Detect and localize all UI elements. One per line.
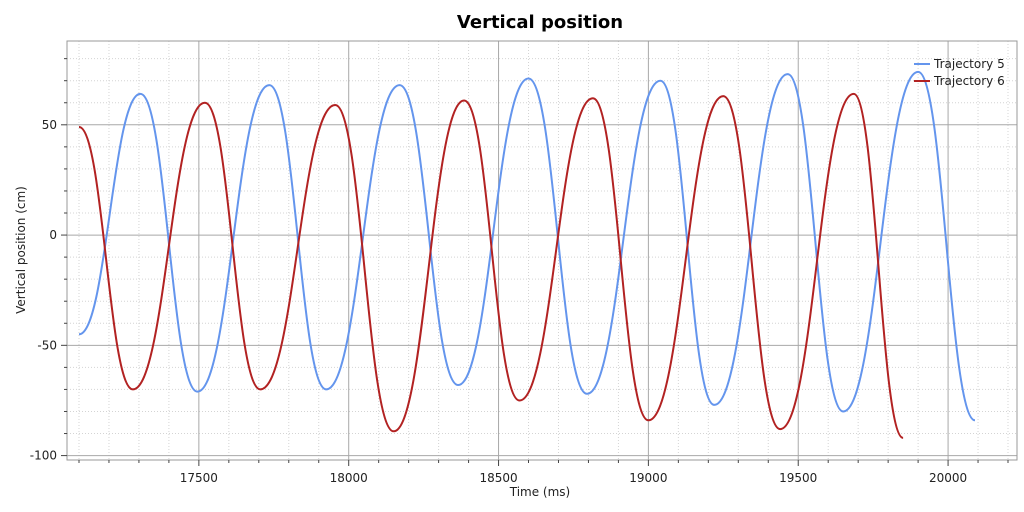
- major-grid: [67, 41, 1017, 460]
- x-tick-label: 17500: [180, 471, 218, 485]
- trajectory-5-line: [78, 70, 976, 422]
- x-tick-label: 19000: [629, 471, 667, 485]
- y-tick-label: 50: [42, 118, 57, 132]
- y-axis: -100 -50 0 50: [30, 58, 67, 463]
- series-layer: [78, 70, 976, 439]
- y-tick-label: -50: [37, 338, 57, 352]
- x-tick-label: 19500: [779, 471, 817, 485]
- y-axis-label: Vertical position (cm): [14, 186, 28, 314]
- chart-title: Vertical position: [457, 12, 623, 33]
- trajectory-6-legend-label: Trajectory 6: [933, 74, 1005, 88]
- y-tick-label: 0: [49, 228, 57, 242]
- trajectory-5-legend-label: Trajectory 5: [933, 57, 1005, 71]
- x-axis-label: Time (ms): [509, 485, 571, 499]
- legend: Trajectory 5 Trajectory 6: [914, 57, 1005, 88]
- x-tick-label: 18000: [330, 471, 368, 485]
- plot-area: [66, 40, 1018, 461]
- x-tick-label: 18500: [479, 471, 517, 485]
- x-axis: 17500 18000 18500 19000 19500 20000: [78, 460, 1009, 485]
- trajectory-6-line: [78, 92, 905, 439]
- y-tick-label: -100: [30, 449, 57, 463]
- minor-grid: [67, 41, 1017, 460]
- x-tick-label: 20000: [929, 471, 967, 485]
